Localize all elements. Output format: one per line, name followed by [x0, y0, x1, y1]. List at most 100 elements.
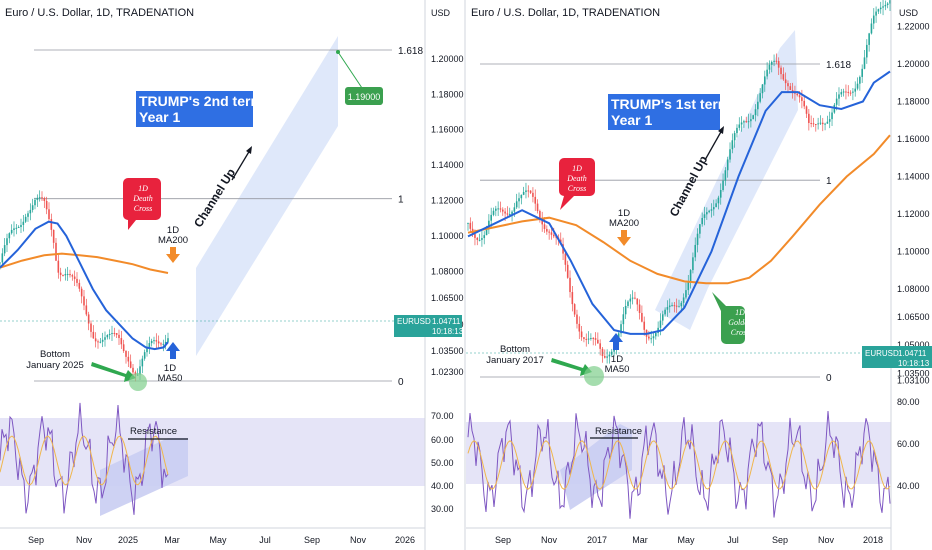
- candle-body: [150, 340, 153, 344]
- candle-body: [594, 338, 597, 340]
- candle-body: [750, 119, 752, 122]
- candle-body: [854, 88, 857, 92]
- ma200-arrow: [166, 247, 180, 263]
- candle-body: [708, 210, 710, 213]
- candle-body: [164, 341, 167, 344]
- candle-body: [694, 244, 697, 258]
- ma200-line: [0, 252, 169, 274]
- candle-body: [787, 83, 789, 87]
- time-tick-Nov: Nov: [541, 535, 558, 545]
- candle-body: [808, 113, 810, 123]
- candle-body: [831, 112, 833, 120]
- candle-body: [153, 340, 155, 342]
- ma50-arrow: [166, 342, 180, 359]
- candle-body: [752, 115, 754, 120]
- candle-body: [845, 91, 847, 93]
- currency-label-right: USD: [899, 8, 919, 18]
- target-box: [345, 87, 383, 105]
- candle-body: [849, 92, 852, 94]
- candle-body: [129, 361, 132, 368]
- price-tick-1.18000: 1.18000: [431, 89, 464, 99]
- candle-body: [643, 321, 646, 330]
- candle-body: [868, 33, 870, 45]
- rsi-tick-60.00: 60.00: [431, 435, 454, 445]
- candle-body: [118, 334, 120, 339]
- candle-body: [661, 314, 664, 321]
- currency-label: USD: [431, 8, 451, 18]
- candle-body: [754, 109, 757, 116]
- candle-body: [712, 207, 715, 210]
- channel-up-region: [196, 36, 338, 356]
- price-tag-price-right: 1.04711: [898, 349, 927, 358]
- time-tick-Mar: Mar: [164, 535, 180, 545]
- candle-body: [506, 213, 509, 215]
- candle-body: [622, 314, 625, 325]
- channel-arrow-right: [704, 129, 723, 161]
- candle-body: [576, 314, 578, 324]
- candle-body: [122, 344, 125, 351]
- candle-body: [775, 60, 778, 62]
- candle-body: [48, 209, 50, 220]
- candle-body: [111, 332, 113, 334]
- price-tag-right: [862, 346, 932, 368]
- candle-body: [73, 276, 76, 279]
- candle-body: [692, 257, 694, 271]
- rsi-ma-line: [0, 435, 169, 486]
- candle-body: [162, 343, 165, 345]
- candle-body: [139, 366, 141, 375]
- candle-body: [701, 217, 703, 225]
- candle-body: [680, 302, 683, 307]
- candle-body: [1, 253, 4, 263]
- candle-body: [27, 213, 29, 217]
- ma50-line: [0, 220, 169, 351]
- death-cross-l2: Death: [132, 194, 153, 203]
- candle-body: [0, 262, 1, 264]
- fib-label-1.618: 1.618: [398, 46, 423, 57]
- candle-body: [666, 307, 669, 310]
- candle-body: [710, 209, 713, 211]
- candle-body: [495, 208, 497, 211]
- candle-body: [733, 133, 736, 141]
- price-candles-right: [467, 0, 891, 364]
- ma50-label-2: MA50: [158, 373, 183, 384]
- channel-arrow-head: [246, 146, 252, 154]
- death-cross-r3: Cross: [568, 184, 586, 193]
- time-tick-Nov: Nov: [350, 535, 367, 545]
- candle-body: [740, 122, 743, 125]
- target-dot: [336, 50, 340, 54]
- candle-body: [92, 331, 95, 339]
- candle-body: [620, 324, 622, 334]
- candle-body: [527, 190, 530, 192]
- fib-label-1: 1: [826, 176, 832, 187]
- candle-body: [85, 305, 88, 315]
- candle-body: [717, 197, 720, 204]
- candle-body: [62, 274, 64, 276]
- candle-body: [167, 338, 169, 342]
- candle-body: [10, 229, 13, 234]
- candle-body: [810, 122, 812, 124]
- candle-body: [31, 205, 34, 210]
- candle-body: [113, 332, 116, 334]
- bottom-marker: [129, 373, 147, 391]
- price-tick-1.16000: 1.16000: [897, 134, 930, 144]
- bottom-arrow: [91, 362, 136, 382]
- rsi-tick-40.00: 40.00: [897, 481, 920, 491]
- candle-body: [127, 356, 130, 362]
- candle-body: [757, 101, 759, 110]
- candle-body: [469, 222, 472, 229]
- price-tick-1.16000: 1.16000: [431, 125, 464, 135]
- candle-body: [886, 3, 889, 5]
- candle-body: [641, 312, 643, 322]
- candle-body: [24, 216, 27, 222]
- candle-body: [801, 97, 803, 101]
- candle-body: [569, 277, 571, 293]
- candle-body: [650, 338, 652, 340]
- price-tick-1.10000: 1.10000: [897, 246, 930, 256]
- candle-body: [132, 367, 134, 373]
- candle-body: [34, 199, 36, 206]
- bottom-label-right-2: January 2017: [486, 355, 544, 366]
- candle-body: [815, 123, 817, 125]
- ma200-label-right-2: MA200: [609, 218, 639, 229]
- candle-body: [20, 224, 22, 228]
- candle-body: [870, 23, 873, 34]
